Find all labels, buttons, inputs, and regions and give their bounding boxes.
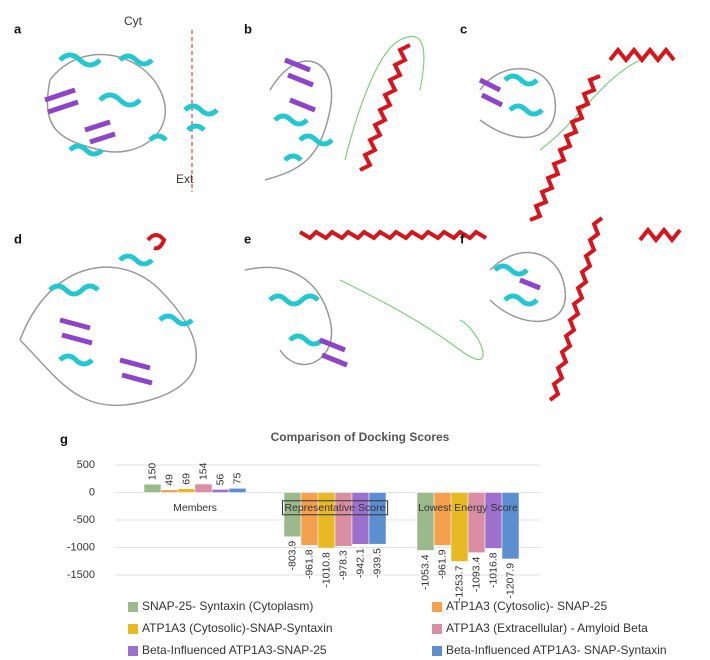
- selection-box: [282, 500, 389, 516]
- panel-label: g: [60, 431, 68, 446]
- y-tick-label: -1500: [67, 569, 95, 581]
- data-label: 150: [146, 463, 158, 481]
- protein-structure: [244, 229, 488, 368]
- bar: [501, 492, 520, 560]
- legend-label: Beta-Influenced ATP1A3-SNAP-25: [142, 643, 327, 657]
- bar: [351, 492, 370, 545]
- legend-swatch: [128, 624, 138, 634]
- data-label: -1207.9: [504, 563, 516, 599]
- data-label: 69: [180, 473, 192, 485]
- protein-structure: [44, 52, 219, 157]
- panel-label: d: [14, 231, 22, 246]
- bar: [228, 488, 247, 493]
- data-label: -942.1: [354, 548, 366, 578]
- panel-label: b: [244, 21, 252, 36]
- data-label: -939.5: [371, 548, 383, 578]
- data-label: -1093.4: [470, 556, 482, 592]
- legend-swatch: [128, 646, 138, 656]
- y-tick-label: -500: [73, 514, 95, 526]
- protein-structure: [264, 35, 425, 181]
- data-label: 56: [214, 474, 226, 486]
- panel-label: f: [460, 231, 465, 246]
- data-label: -1016.8: [487, 552, 499, 588]
- bar: [194, 483, 213, 493]
- y-tick-label: 0: [89, 486, 95, 498]
- bar: [160, 489, 179, 493]
- data-label: -961.9: [436, 549, 448, 579]
- data-label: -1253.7: [453, 565, 465, 601]
- chart-title: Comparison of Docking Scores: [271, 430, 450, 444]
- bar: [433, 492, 452, 546]
- bar: [177, 488, 196, 493]
- data-label: 49: [163, 474, 175, 486]
- annotation: Ext: [176, 172, 194, 186]
- category-label: Lowest Energy Score: [418, 502, 518, 514]
- data-label: 154: [197, 462, 209, 480]
- category-label: Members: [173, 502, 217, 514]
- legend-label: SNAP-25- Syntaxin (Cytoplasm): [142, 599, 313, 613]
- data-label: -1053.4: [419, 554, 431, 590]
- legend-label: Beta-Influenced ATP1A3- SNAP-Syntaxin: [446, 643, 667, 657]
- legend-label: ATP1A3 (Cytosolic)-SNAP-Syntaxin: [142, 621, 333, 635]
- panel-label: c: [460, 21, 467, 36]
- legend-label: ATP1A3 (Cytosolic)- SNAP-25: [446, 599, 607, 613]
- panel-label: e: [244, 231, 251, 246]
- data-label: -803.9: [286, 541, 298, 571]
- legend-swatch: [128, 602, 138, 612]
- protein-structure: [478, 46, 676, 222]
- data-label: -978.3: [337, 550, 349, 580]
- chart: 500 0 -500 -1000 -1500 150 49 69 154 56 75 Members -…: [67, 459, 667, 657]
- category-label: Representative Score: [285, 502, 386, 514]
- annotation: Cyt: [124, 14, 143, 28]
- panel-label: a: [14, 21, 22, 36]
- y-tick-label: 500: [77, 459, 95, 471]
- bar: [211, 489, 230, 493]
- bar: [143, 484, 162, 493]
- legend-swatch: [432, 602, 442, 612]
- protein-structure: [489, 216, 682, 402]
- legend-swatch: [432, 646, 442, 656]
- data-label: -1010.8: [320, 552, 332, 588]
- protein-structure: [19, 233, 197, 406]
- y-tick-label: -1000: [67, 541, 95, 553]
- legend-label: ATP1A3 (Extracellular) - Amyloid Beta: [446, 621, 648, 635]
- legend-swatch: [432, 624, 442, 634]
- bar: [368, 492, 387, 545]
- data-label: 75: [231, 473, 243, 485]
- data-label: -961.8: [303, 549, 315, 579]
